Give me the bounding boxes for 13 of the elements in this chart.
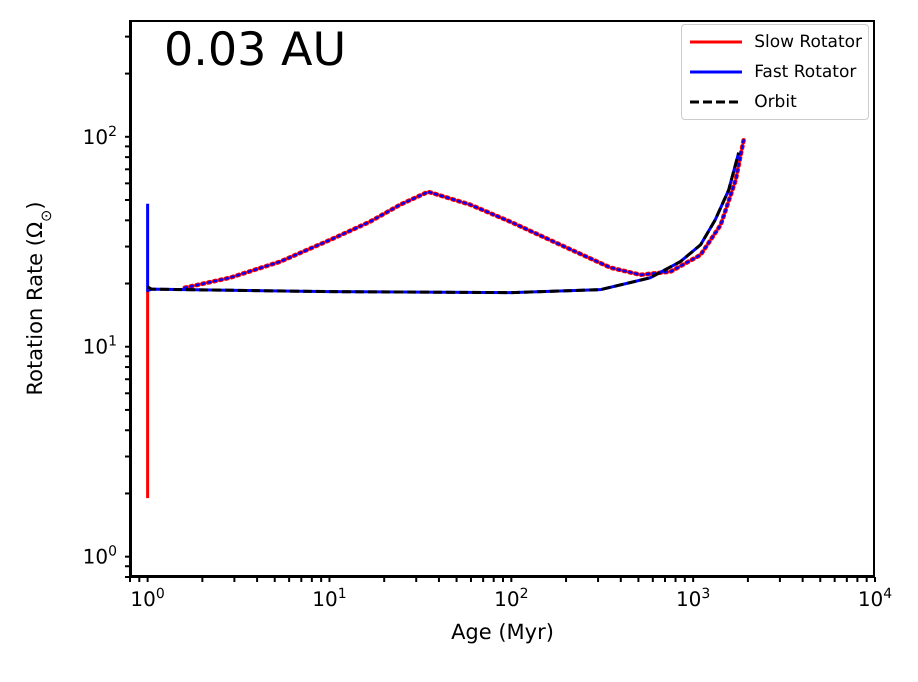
- x-tick-label: 10$^{3}$: [676, 586, 710, 611]
- y-tick-label: 10$^{1}$: [82, 334, 117, 359]
- y-tick-label: 10$^{2}$: [82, 124, 117, 149]
- x-tick-label: 10$^{2}$: [494, 586, 528, 611]
- legend-label: Orbit: [754, 92, 797, 112]
- x-tick-label: 10$^{1}$: [312, 586, 347, 611]
- y-tick-label: 10$^{0}$: [82, 544, 117, 569]
- x-tick-label: 10$^{4}$: [858, 586, 892, 611]
- x-axis-title: Age (Myr): [451, 620, 554, 644]
- x-tick-label: 10$^{0}$: [130, 586, 165, 611]
- legend-label: Fast Rotator: [754, 62, 856, 82]
- annotation: 0.03 AU: [164, 22, 346, 76]
- legend-label: Slow Rotator: [754, 32, 862, 52]
